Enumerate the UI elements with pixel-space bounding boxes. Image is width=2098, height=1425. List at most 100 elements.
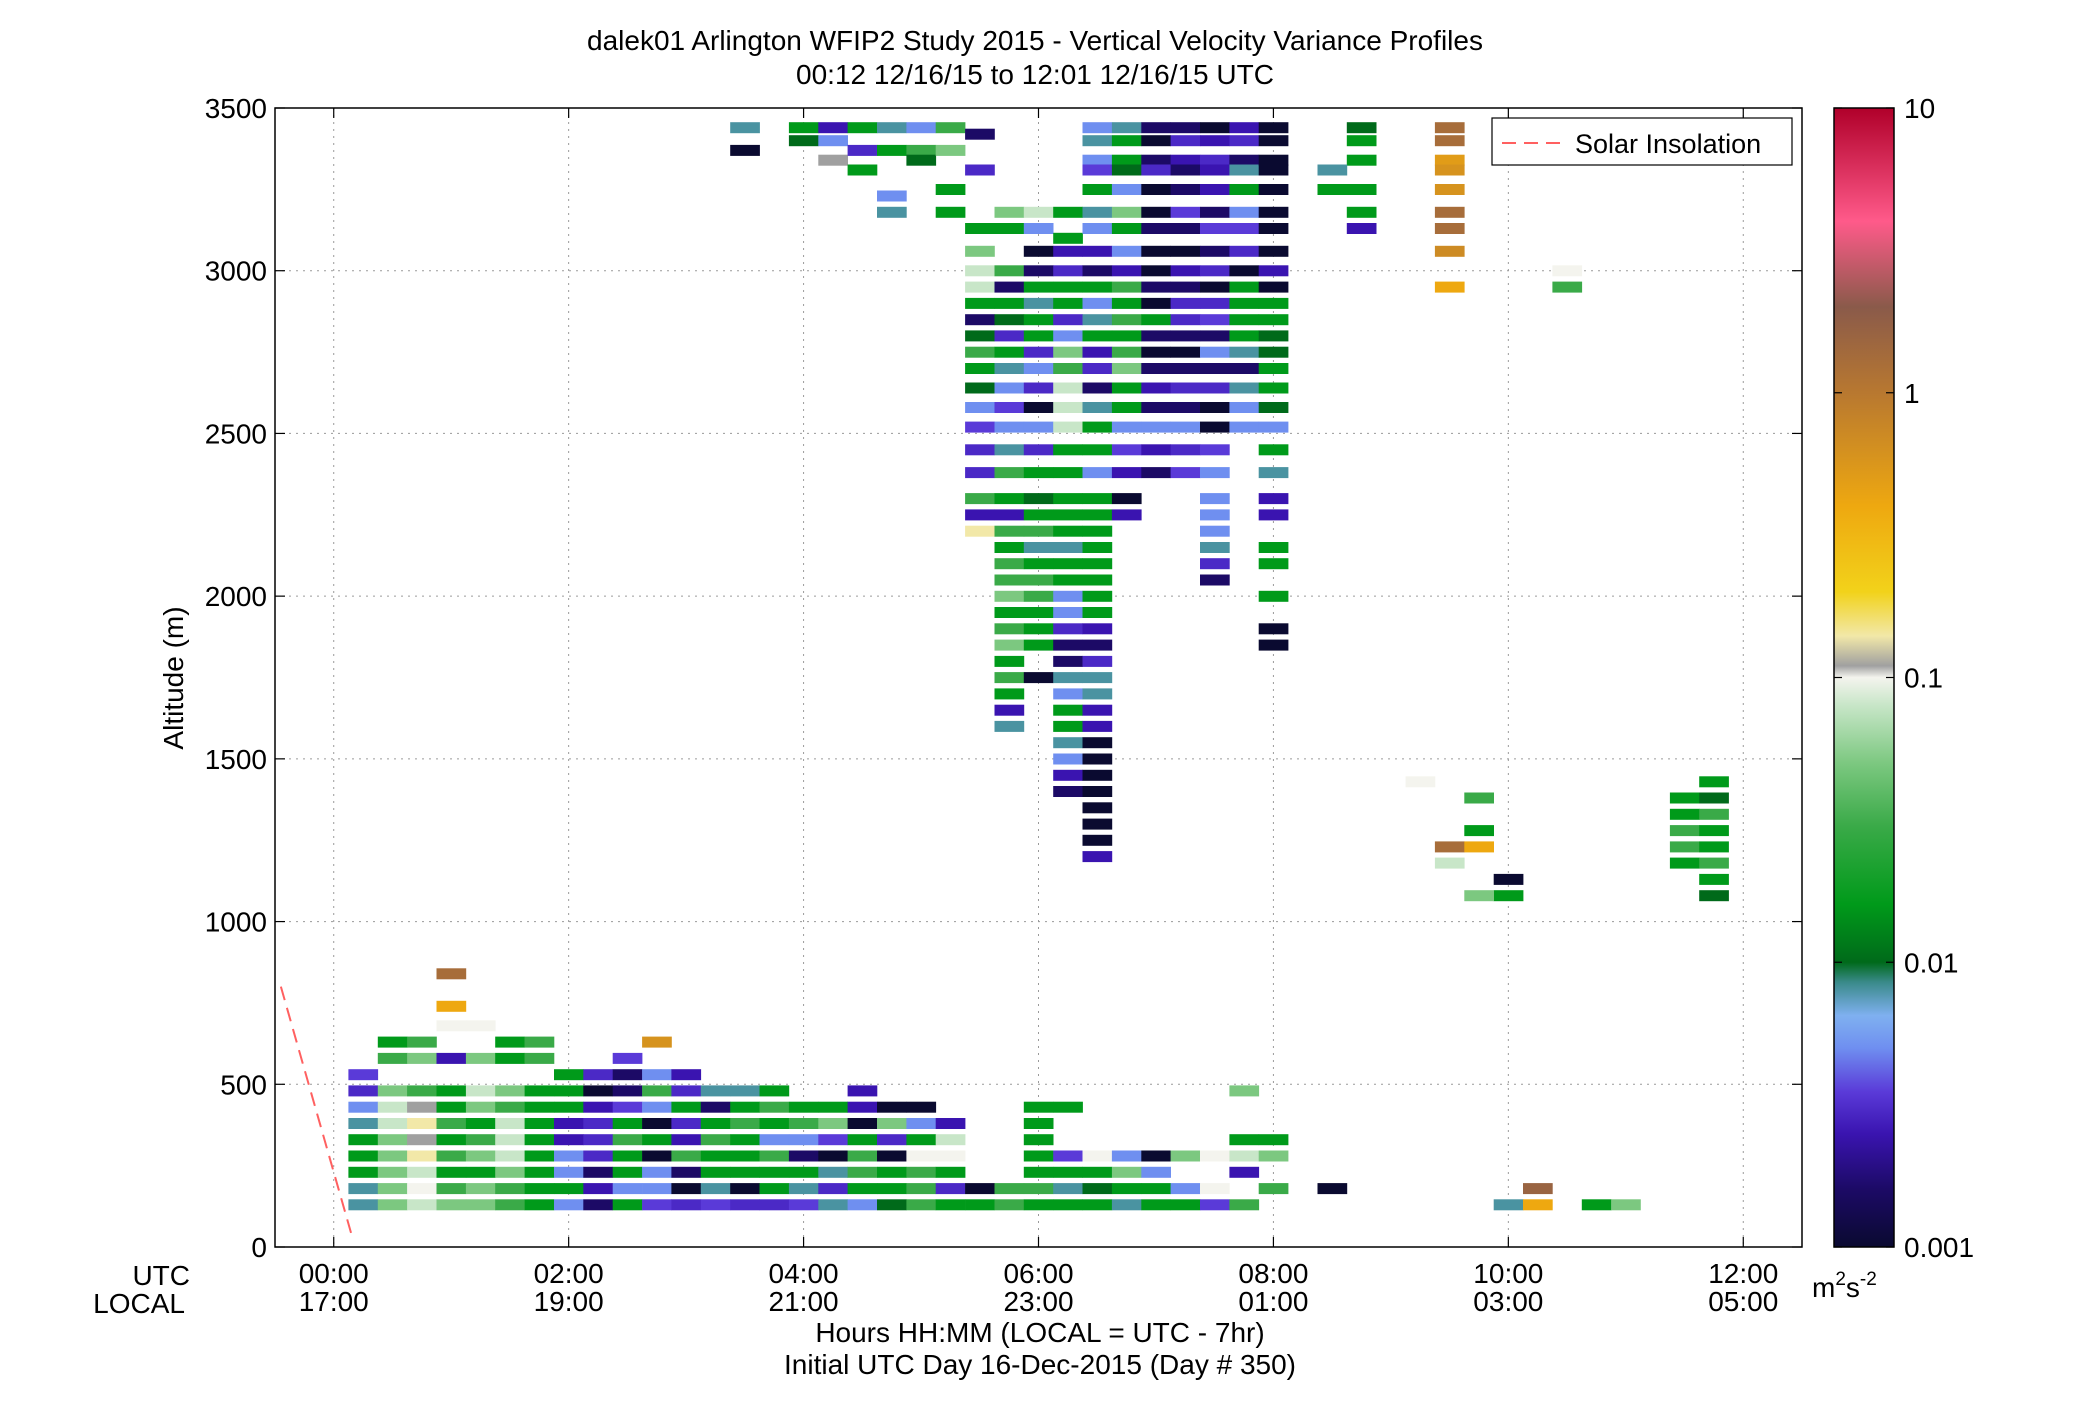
heatmap-cell bbox=[994, 421, 1025, 433]
heatmap-cell bbox=[994, 467, 1025, 479]
heatmap-cell bbox=[994, 346, 1025, 358]
heatmap-cell bbox=[965, 265, 995, 277]
heatmap-cell bbox=[1023, 493, 1054, 505]
heatmap-cell bbox=[788, 1150, 819, 1162]
heatmap-cell bbox=[1258, 245, 1289, 257]
heatmap-cell bbox=[495, 1052, 525, 1064]
heatmap-cell bbox=[1141, 382, 1171, 394]
heatmap-cell bbox=[935, 1118, 966, 1129]
heatmap-cell bbox=[700, 1183, 731, 1195]
x-tick-label-utc: 04:00 bbox=[769, 1258, 839, 1289]
heatmap-cell bbox=[1082, 737, 1113, 749]
heatmap-cell bbox=[1170, 1183, 1201, 1195]
local-row-label: LOCAL bbox=[93, 1288, 185, 1319]
heatmap-cell bbox=[1082, 851, 1113, 863]
heatmap-cell bbox=[1141, 467, 1171, 479]
x-tick-label-utc: 10:00 bbox=[1473, 1258, 1543, 1289]
heatmap-cell bbox=[348, 1166, 379, 1178]
heatmap-cell bbox=[1053, 509, 1083, 521]
heatmap-cell bbox=[1200, 558, 1230, 570]
heatmap-cell bbox=[465, 1150, 496, 1162]
heatmap-cell bbox=[642, 1150, 672, 1162]
heatmap-cell bbox=[465, 1020, 496, 1032]
heatmap-cell bbox=[1082, 382, 1113, 394]
heatmap-cell bbox=[994, 1183, 1025, 1195]
heatmap-cell bbox=[436, 1183, 467, 1195]
heatmap-cell bbox=[1053, 363, 1083, 374]
x-tick-label-local: 19:00 bbox=[534, 1286, 604, 1317]
heatmap-cell bbox=[1229, 281, 1260, 293]
heatmap-cell bbox=[1346, 122, 1377, 134]
heatmap-cell bbox=[700, 1166, 731, 1178]
heatmap-cell bbox=[1346, 223, 1377, 234]
heatmap-cell bbox=[1082, 444, 1113, 456]
heatmap-cell bbox=[1082, 363, 1113, 374]
heatmap-cell bbox=[994, 223, 1025, 234]
y-tick-label: 0 bbox=[251, 1232, 267, 1263]
heatmap-cell bbox=[1229, 184, 1260, 195]
heatmap-cell bbox=[1200, 164, 1230, 176]
heatmap-cell bbox=[847, 144, 878, 156]
heatmap-cell bbox=[612, 1118, 643, 1129]
heatmap-cell bbox=[1141, 135, 1171, 147]
heatmap-cell bbox=[1082, 1150, 1113, 1162]
heatmap-cell bbox=[407, 1134, 437, 1146]
heatmap-cell bbox=[465, 1183, 496, 1195]
x-tick-label-utc: 00:00 bbox=[299, 1258, 369, 1289]
heatmap-cell bbox=[377, 1085, 408, 1097]
heatmap-cell bbox=[377, 1118, 408, 1129]
heatmap-cell bbox=[407, 1118, 437, 1129]
heatmap-cell bbox=[965, 493, 995, 505]
heatmap-cell bbox=[1170, 330, 1201, 342]
heatmap-cell bbox=[965, 330, 995, 342]
heatmap-cell bbox=[1200, 525, 1230, 537]
heatmap-cell bbox=[877, 1150, 907, 1162]
heatmap-cell bbox=[906, 144, 937, 156]
heatmap-cell bbox=[1111, 467, 1142, 479]
heatmap-cell bbox=[877, 206, 907, 218]
heatmap-cell bbox=[1317, 184, 1348, 195]
heatmap-cell bbox=[1082, 314, 1113, 326]
heatmap-cell bbox=[495, 1183, 525, 1195]
heatmap-cell bbox=[1082, 509, 1113, 521]
heatmap-cell bbox=[1111, 444, 1142, 456]
heatmap-cell bbox=[1493, 1199, 1524, 1211]
heatmap-cell bbox=[788, 1134, 819, 1146]
heatmap-cell bbox=[994, 382, 1025, 394]
heatmap-cell bbox=[1023, 265, 1054, 277]
heatmap-cell bbox=[1023, 363, 1054, 374]
chart-title: dalek01 Arlington WFIP2 Study 2015 - Ver… bbox=[587, 25, 1483, 56]
heatmap-cell bbox=[524, 1199, 555, 1211]
heatmap-cell bbox=[1111, 1166, 1142, 1178]
heatmap-cell bbox=[436, 1085, 467, 1097]
heatmap-cell bbox=[965, 421, 995, 433]
heatmap-cell bbox=[612, 1166, 643, 1178]
chart-subtitle: 00:12 12/16/15 to 12:01 12/16/15 UTC bbox=[796, 59, 1274, 90]
heatmap-cells bbox=[348, 122, 1729, 1211]
y-tick-label: 2000 bbox=[205, 581, 267, 612]
heatmap-cell bbox=[1082, 1166, 1113, 1178]
heatmap-cell bbox=[1200, 1183, 1230, 1195]
heatmap-cell bbox=[700, 1134, 731, 1146]
heatmap-cell bbox=[1170, 245, 1201, 257]
heatmap-cell bbox=[1258, 135, 1289, 147]
y-axis-label: Altitude (m) bbox=[158, 606, 189, 749]
heatmap-cell bbox=[377, 1134, 408, 1146]
heatmap-cell bbox=[583, 1069, 613, 1081]
heatmap-cell bbox=[1141, 1166, 1171, 1178]
heatmap-cell bbox=[1258, 402, 1289, 413]
heatmap-cell bbox=[436, 1000, 467, 1012]
heatmap-cell bbox=[935, 1183, 966, 1195]
heatmap-cell bbox=[1258, 509, 1289, 521]
heatmap-cell bbox=[1170, 382, 1201, 394]
heatmap-cell bbox=[1111, 154, 1142, 166]
heatmap-cell bbox=[1317, 1183, 1348, 1195]
heatmap-cell bbox=[1141, 265, 1171, 277]
heatmap-cell bbox=[1082, 623, 1113, 635]
x-tick-label-utc: 08:00 bbox=[1238, 1258, 1308, 1289]
heatmap-cell bbox=[700, 1199, 731, 1211]
heatmap-cell bbox=[1699, 857, 1729, 869]
heatmap-cell bbox=[1200, 223, 1230, 234]
heatmap-cell bbox=[994, 688, 1025, 700]
